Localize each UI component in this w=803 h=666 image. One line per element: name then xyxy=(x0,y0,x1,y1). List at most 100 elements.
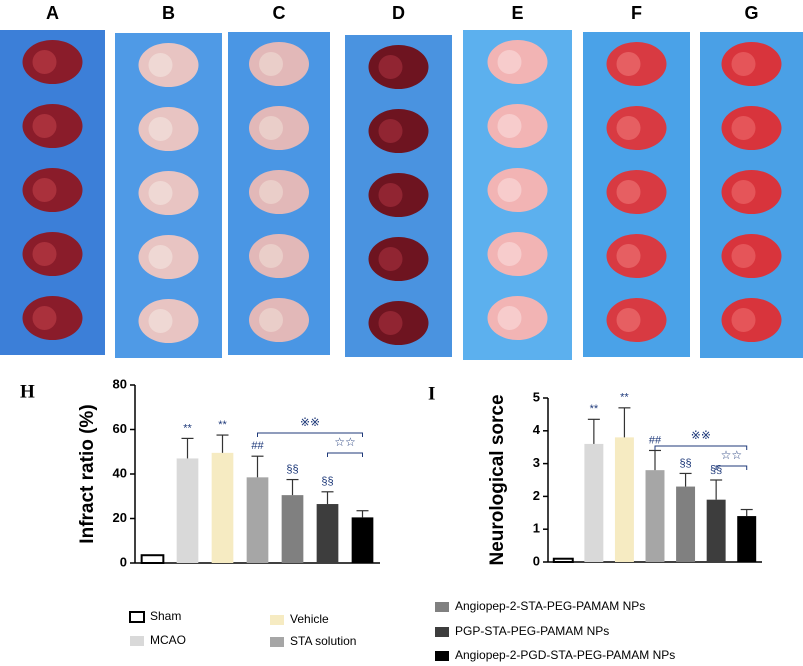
bar xyxy=(316,504,339,563)
legend-label: Angiopep-2-STA-PEG-PAMAM NPs xyxy=(455,599,645,613)
significance-mark: §§ xyxy=(321,476,333,488)
comparison-bracket xyxy=(327,452,363,457)
brain-slice-highlight xyxy=(497,242,522,266)
panel-label: B xyxy=(162,3,175,23)
bar xyxy=(706,499,726,562)
legend-swatch xyxy=(270,615,284,625)
brain-slice-highlight xyxy=(378,183,403,207)
panel-label: A xyxy=(46,3,59,23)
bar xyxy=(281,495,304,563)
legend-swatch xyxy=(435,602,449,612)
y-tick-label: 60 xyxy=(113,421,127,436)
brain-slice-highlight xyxy=(497,178,522,202)
y-tick-label: 0 xyxy=(533,553,540,568)
legend-label: PGP-STA-PEG-PAMAM NPs xyxy=(455,624,609,638)
bar xyxy=(246,477,269,563)
y-tick-label: 4 xyxy=(533,422,541,437)
brain-slice-highlight xyxy=(378,55,403,79)
brain-slice-highlight xyxy=(148,117,173,141)
legend-swatch xyxy=(435,651,449,661)
comparison-bracket xyxy=(715,465,748,470)
brain-slice-highlight xyxy=(32,178,57,202)
significance-mark: §§ xyxy=(286,463,298,475)
brain-slice-highlight xyxy=(32,242,57,266)
y-tick-label: 2 xyxy=(533,488,540,503)
legend-label: Sham xyxy=(150,609,181,623)
legend-label: Angiopep-2-PGD-STA-PEG-PAMAM NPs xyxy=(455,648,675,662)
brain-slice-highlight xyxy=(731,116,756,140)
comparison-label: ※※ xyxy=(300,415,320,429)
y-tick-label: 0 xyxy=(120,554,127,569)
significance-mark: ** xyxy=(218,419,227,431)
comparison-bracket xyxy=(654,445,748,450)
brain-slice-highlight xyxy=(616,180,641,204)
y-tick-label: 1 xyxy=(533,521,540,536)
y-axis-label: Neurological sorce xyxy=(487,394,508,565)
brain-slice-highlight xyxy=(616,116,641,140)
brain-slice-highlight xyxy=(148,181,173,205)
y-tick-label: 40 xyxy=(113,465,127,480)
panel-label: C xyxy=(273,3,286,23)
bar xyxy=(176,458,199,563)
brain-slice-highlight xyxy=(731,180,756,204)
brain-slice-highlight xyxy=(378,311,403,335)
panel-label: F xyxy=(631,3,642,23)
y-axis-label: Infract ratio (%) xyxy=(77,404,98,543)
significance-mark: ** xyxy=(590,403,599,415)
comparison-label: ※※ xyxy=(691,428,711,442)
significance-mark: ## xyxy=(649,434,662,446)
y-tick-label: 20 xyxy=(113,510,127,525)
brain-slice-highlight xyxy=(731,52,756,76)
brain-slice-highlight xyxy=(259,180,283,204)
bar xyxy=(351,517,374,563)
significance-mark: ** xyxy=(183,422,192,434)
brain-slice-highlight xyxy=(32,50,57,74)
brain-slice-highlight xyxy=(32,114,57,138)
significance-mark: §§ xyxy=(679,457,691,469)
legend-swatch xyxy=(130,636,144,646)
comparison-bracket xyxy=(257,432,363,437)
brain-slice-highlight xyxy=(148,53,173,77)
y-tick-label: 80 xyxy=(113,376,127,391)
bar xyxy=(140,554,165,565)
brain-slice-highlight xyxy=(148,245,173,269)
bar xyxy=(645,470,665,562)
brain-slice-highlight xyxy=(259,308,283,332)
brain-slice-highlight xyxy=(378,247,403,271)
brain-slice-highlight xyxy=(32,306,57,330)
brain-slice-highlight xyxy=(378,119,403,143)
bar xyxy=(737,516,757,562)
comparison-label: ☆☆ xyxy=(721,448,743,462)
panel-label: E xyxy=(511,3,523,23)
panel-label: H xyxy=(20,381,35,402)
legend-swatch xyxy=(129,611,145,623)
brain-slice-highlight xyxy=(259,116,283,140)
legend-label: MCAO xyxy=(150,633,186,647)
panel-label: I xyxy=(428,383,435,404)
brain-slice-highlight xyxy=(259,244,283,268)
brain-slice-highlight xyxy=(148,309,173,333)
bar xyxy=(584,443,604,562)
legend-swatch xyxy=(270,637,284,647)
brain-slice-highlight xyxy=(616,244,641,268)
significance-mark: ## xyxy=(251,440,264,452)
legend-label: STA solution xyxy=(290,634,356,648)
brain-slice-highlight xyxy=(731,308,756,332)
panel-label: D xyxy=(392,3,405,23)
brain-slice-highlight xyxy=(731,244,756,268)
brain-slice-highlight xyxy=(497,306,522,330)
y-tick-label: 5 xyxy=(533,389,540,404)
brain-slice-highlight xyxy=(259,52,283,76)
y-tick-label: 3 xyxy=(533,455,540,470)
comparison-label: ☆☆ xyxy=(334,435,356,449)
brain-slice-highlight xyxy=(616,308,641,332)
legend-swatch xyxy=(435,627,449,637)
bar xyxy=(211,452,234,563)
brain-slice-highlight xyxy=(497,50,522,74)
brain-slice-highlight xyxy=(497,114,522,138)
brain-slice-highlight xyxy=(616,52,641,76)
significance-mark: ** xyxy=(620,392,629,404)
legend-label: Vehicle xyxy=(290,612,329,626)
bar xyxy=(614,437,634,562)
